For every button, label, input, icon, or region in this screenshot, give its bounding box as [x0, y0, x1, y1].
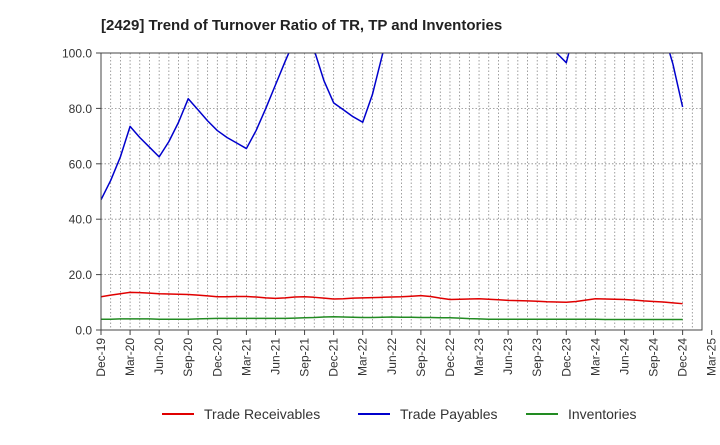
x-tick-label: Mar-24 — [588, 338, 602, 376]
grid-lines — [101, 53, 702, 330]
x-tick-label: Dec-19 — [94, 338, 108, 377]
legend: Trade Receivables Trade Payables Inventori… — [162, 406, 636, 422]
plot-area-border — [100, 52, 703, 331]
series-line-trade-payables — [101, 53, 684, 201]
chart-title: [2429] Trend of Turnover Ratio of TR, TP… — [101, 17, 502, 34]
x-tick-label: Jun-24 — [617, 338, 631, 375]
x-tick-label: Jun-23 — [501, 338, 515, 375]
x-tick-label: Dec-21 — [327, 338, 341, 377]
x-tick-label: Dec-24 — [676, 338, 690, 377]
series-lines — [101, 53, 684, 321]
legend-label-trade-receivables: Trade Receivables — [204, 406, 320, 422]
legend-label-trade-payables: Trade Payables — [400, 406, 498, 422]
x-tick-label: Sep-23 — [530, 338, 544, 377]
x-tick-label: Mar-20 — [123, 338, 137, 376]
y-tick-label: 100.0 — [62, 47, 92, 61]
x-tick-label: Jun-20 — [152, 338, 166, 375]
y-tick-label: 80.0 — [69, 102, 93, 116]
x-tick-label: Jun-21 — [268, 338, 282, 375]
x-tick-label: Sep-24 — [647, 338, 661, 377]
x-tick-label: Mar-23 — [472, 338, 486, 376]
x-tick-label: Mar-25 — [705, 338, 719, 376]
y-tick-label: 0.0 — [75, 324, 92, 338]
series-line-trade-receivables — [101, 291, 683, 305]
y-tick-label: 40.0 — [69, 213, 93, 227]
series-line-inventories — [101, 315, 683, 321]
x-tick-label: Mar-21 — [239, 338, 253, 376]
axes: 0.0 20.0 40.0 60.0 80.0 100.0 Dec-19 Mar-20 Jun-… — [62, 47, 719, 377]
y-tick-label: 20.0 — [69, 268, 93, 282]
x-tick-label: Dec-20 — [210, 338, 224, 377]
x-tick-label: Dec-23 — [559, 338, 573, 377]
x-tick-label: Jun-22 — [385, 338, 399, 375]
y-tick-label: 60.0 — [69, 157, 93, 171]
x-tick-label: Mar-22 — [356, 338, 370, 376]
legend-label-inventories: Inventories — [568, 406, 636, 422]
x-tick-label: Sep-21 — [298, 338, 312, 377]
x-tick-label: Sep-22 — [414, 338, 428, 377]
x-tick-label: Sep-20 — [181, 338, 195, 377]
x-tick-label: Dec-22 — [443, 338, 457, 377]
